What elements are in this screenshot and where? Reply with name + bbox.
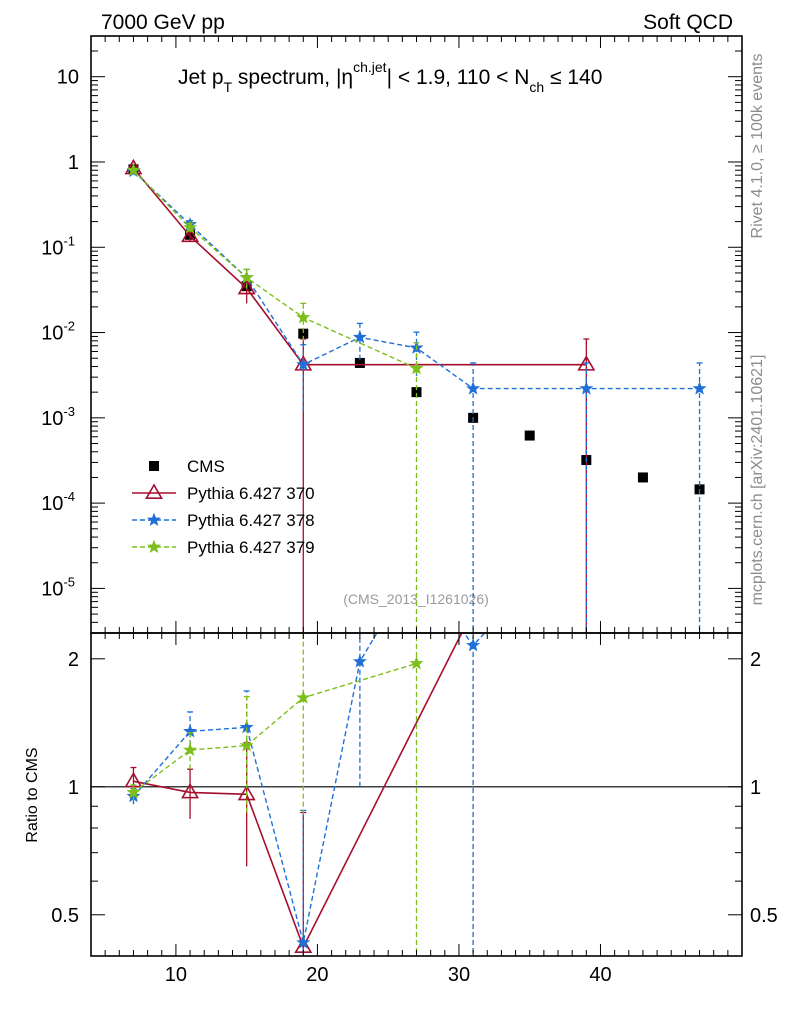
legend-label-pythia-6-427-370: Pythia 6.427 370 — [187, 484, 315, 503]
x-tick-label-20: 20 — [306, 964, 328, 986]
y-tick-label-1: 1 — [68, 152, 79, 174]
title-part-rest-sub: ch — [529, 79, 544, 95]
y-tick-label-exponent: -4 — [63, 489, 75, 504]
ratio-series-group — [91, 633, 742, 956]
y-tick-label-exponent: -5 — [63, 574, 75, 589]
point-pythia-6-427-370-1 — [181, 226, 200, 243]
y-tick-label-exponent: -2 — [63, 319, 75, 334]
legend-entry-pythia-6-427-378: Pythia 6.427 378 — [132, 511, 315, 530]
ratio-point-pythia-6-427-378-6 — [466, 638, 481, 652]
title-part-rest: | < 1.9, 110 < N — [387, 66, 530, 89]
ratio-plot — [91, 633, 742, 956]
analysis-tag: (CMS_2013_I1261026) — [343, 591, 489, 607]
ratio-point-pythia-6-427-379-4 — [409, 656, 424, 670]
legend-label-pythia-6-427-379: Pythia 6.427 379 — [187, 538, 315, 557]
ratio-line-pythia-6-427-378 — [132, 633, 486, 943]
ratio-axis-label: Ratio to CMS — [24, 747, 41, 842]
point-pythia-6-427-370-2 — [237, 278, 256, 295]
y-tick-label-10-2: 10-2 — [41, 319, 75, 345]
rivet-version-label: Rivet 4.1.0, ≥ 100k events — [749, 54, 766, 239]
ratio-y-label-right-0-5: 0.5 — [750, 905, 778, 927]
legend-label-pythia-6-427-378: Pythia 6.427 378 — [187, 511, 315, 530]
x-tick-label-40: 40 — [589, 964, 611, 986]
point-cms-3 — [298, 328, 309, 339]
ratio-point-pythia-6-427-379-0 — [126, 785, 141, 799]
ratio-point-pythia-6-427-370-1 — [181, 782, 200, 799]
legend-entry-pythia-6-427-370: Pythia 6.427 370 — [132, 483, 315, 503]
legend-marker-pythia-6-427-379 — [147, 539, 161, 553]
legend-marker-cms — [149, 461, 159, 471]
title-part-main-sub: T — [224, 79, 233, 95]
point-pythia-6-427-379-4 — [409, 361, 424, 375]
x-tick-label-10: 10 — [165, 964, 187, 986]
ratio-y-label-left-0-5: 0.5 — [51, 905, 79, 927]
y-tick-label-10-5: 10-5 — [41, 574, 75, 600]
y-tick-label-10-4: 10-4 — [41, 489, 75, 515]
header-energy-label: 7000 GeV pp — [101, 11, 225, 34]
ratio-point-pythia-6-427-378-4 — [352, 654, 367, 668]
title-part-main: Jet p — [178, 66, 224, 89]
point-cms-9 — [637, 472, 648, 483]
point-cms-4 — [354, 357, 365, 368]
point-pythia-6-427-378-4 — [352, 329, 367, 344]
point-cms-5 — [411, 387, 422, 398]
y-tick-label-base: 10 — [41, 408, 63, 430]
ratio-y-label-right-1: 1 — [750, 777, 761, 799]
header-category-label: Soft QCD — [643, 11, 733, 34]
title-part-mid: spectrum, |η — [232, 66, 353, 89]
legend-entry-cms: CMS — [149, 457, 225, 476]
legend: CMS Pythia 6.427 370 Pythia 6.427 378 Pythi… — [132, 457, 315, 557]
point-pythia-6-427-378-8 — [692, 381, 707, 395]
point-pythia-6-427-379-3 — [296, 310, 311, 324]
y-tick-label-base: 10 — [41, 323, 63, 345]
y-tick-label-base: 10 — [41, 578, 63, 600]
point-pythia-6-427-379-1 — [183, 220, 198, 234]
y-tick-label-base: 10 — [41, 493, 63, 515]
main-plot — [124, 158, 707, 633]
legend-entry-pythia-6-427-379: Pythia 6.427 379 — [132, 538, 315, 557]
point-pythia-6-427-378-3 — [296, 357, 311, 371]
mcplots-label: mcplots.cern.ch [arXiv:2401.10621] — [749, 355, 766, 606]
point-pythia-6-427-378-6 — [466, 381, 481, 395]
legend-label-cms: CMS — [187, 457, 225, 476]
plot-title: Jet pT spectrum, |ηch.jet| < 1.9, 110 < … — [178, 59, 602, 95]
point-cms-7 — [524, 430, 535, 441]
x-tick-label-30: 30 — [448, 964, 470, 986]
ratio-point-pythia-6-427-379-3 — [296, 690, 311, 704]
main-series-group — [124, 158, 707, 633]
point-pythia-6-427-378-7 — [579, 381, 594, 395]
title-part-sup: ch.jet — [353, 59, 387, 75]
y-tick-label-base: 10 — [41, 237, 63, 259]
ratio-point-pythia-6-427-379-2 — [239, 738, 254, 752]
ratio-point-pythia-6-427-379-1 — [183, 742, 198, 757]
y-tick-label-10-3: 10-3 — [41, 404, 75, 430]
legend-marker-pythia-6-427-370 — [145, 483, 163, 500]
y-tick-label-10: 10 — [57, 67, 79, 89]
y-tick-label-exponent: -1 — [63, 233, 75, 248]
series-pythia-6-427-378 — [126, 163, 707, 633]
y-tick-label-10-1: 10-1 — [41, 233, 75, 259]
ratio-point-pythia-6-427-378-3 — [296, 935, 311, 949]
ratio-series-pythia-6-427-379 — [126, 633, 424, 956]
ratio-y-label-right-2: 2 — [750, 649, 761, 671]
title-part-tail: ≤ 140 — [544, 66, 602, 89]
ratio-y-label-left-1: 1 — [68, 777, 79, 799]
series-pythia-6-427-379 — [126, 162, 424, 633]
point-pythia-6-427-379-0 — [126, 162, 141, 177]
legend-marker-pythia-6-427-378 — [147, 512, 161, 526]
ratio-y-label-left-2: 2 — [68, 649, 79, 671]
y-tick-label-exponent: -3 — [63, 404, 75, 419]
ratio-line-pythia-6-427-379 — [133, 662, 417, 793]
point-pythia-6-427-379-2 — [239, 270, 254, 284]
